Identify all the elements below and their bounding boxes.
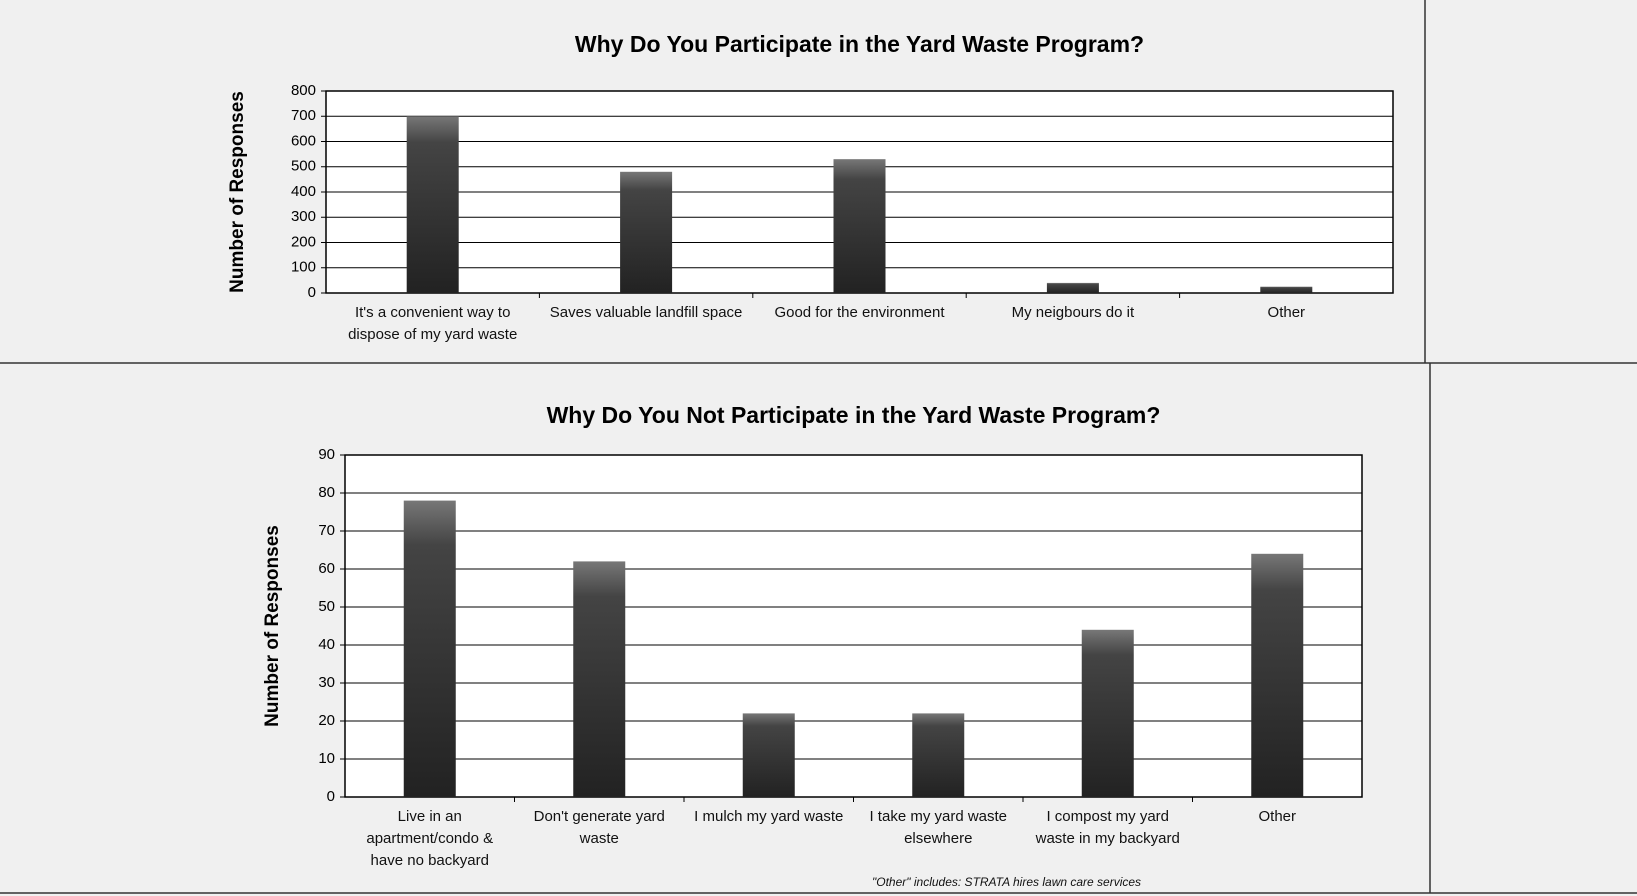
y-tick-label: 80 — [318, 484, 335, 501]
x-tick-label: Don't generate yard waste — [533, 808, 665, 847]
x-tick-label: I mulch my yard waste — [694, 808, 844, 825]
chart-title: Why Do You Not Participate in the Yard W… — [547, 402, 1161, 428]
x-tick-label: Good for the environment — [774, 304, 945, 321]
x-tick-label: It's a convenient way to dispose of my y… — [348, 304, 518, 343]
footnote: "Other" includes: STRATA hires lawn care… — [872, 875, 1142, 889]
y-tick-label: 100 — [291, 259, 316, 276]
y-tick-label: 20 — [318, 712, 335, 729]
y-axis-label: Number of Responses — [262, 525, 283, 727]
bar — [1046, 282, 1099, 293]
bar — [742, 713, 795, 797]
x-tick-label: Saves valuable landfill space — [549, 304, 743, 321]
y-tick-label: 500 — [291, 158, 316, 175]
x-tick-label: Other — [1258, 808, 1296, 825]
bar — [912, 713, 965, 797]
y-tick-label: 400 — [291, 183, 316, 200]
bar — [833, 159, 886, 293]
bar — [1081, 629, 1134, 797]
bar — [573, 561, 626, 797]
x-tick-label: Live in an apartment/condo & have no bac… — [366, 808, 494, 869]
y-tick-label: 70 — [318, 522, 335, 539]
bar — [403, 500, 456, 797]
y-tick-label: 30 — [318, 674, 335, 691]
plot-area — [344, 454, 1363, 798]
y-tick-label: 40 — [318, 636, 335, 653]
bar — [620, 171, 673, 293]
x-tick-label: My neigbours do it — [1011, 304, 1135, 321]
bar — [406, 116, 459, 293]
bar — [1260, 286, 1313, 293]
y-tick-label: 60 — [318, 560, 335, 577]
y-tick-label: 300 — [291, 208, 316, 225]
y-axis-label: Number of Responses — [227, 91, 248, 293]
y-tick-label: 0 — [308, 284, 316, 301]
y-tick-label: 600 — [291, 132, 316, 149]
bar — [1251, 553, 1304, 797]
x-tick-label: Other — [1267, 304, 1306, 321]
y-tick-label: 200 — [291, 233, 316, 250]
y-tick-label: 700 — [291, 107, 316, 124]
y-tick-label: 90 — [318, 446, 335, 463]
y-tick-label: 0 — [327, 788, 335, 805]
x-tick-label: I take my yard waste elsewhere — [869, 808, 1008, 847]
y-tick-label: 50 — [318, 598, 335, 615]
x-tick-label: I compost my yard waste in my backyard — [1035, 808, 1180, 847]
y-tick-label: 10 — [318, 750, 335, 767]
chart-title: Why Do You Participate in the Yard Waste… — [575, 31, 1144, 57]
y-tick-label: 800 — [291, 82, 316, 99]
